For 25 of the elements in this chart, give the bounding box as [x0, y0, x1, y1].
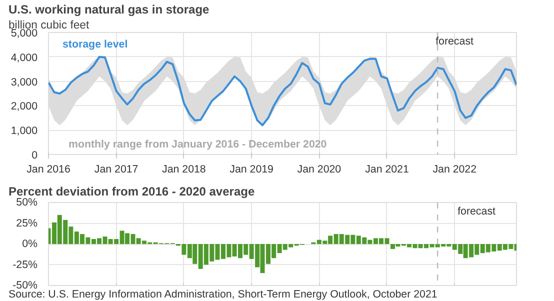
y-tick-label: 3,000 [10, 76, 38, 88]
x-tick-label: Jan 2018 [162, 164, 206, 176]
series-label: storage level [62, 38, 128, 50]
y-tick-label: -50% [12, 280, 38, 292]
y-tick-label: 0 [32, 150, 38, 162]
y-tick-label: 4,000 [10, 52, 38, 64]
y-tick-label: 5,000 [10, 28, 38, 40]
x-tick-label: Jan 2020 [297, 164, 342, 176]
y-tick-label: -25% [12, 258, 38, 271]
x-tick-label: Jan 2016 [26, 164, 70, 176]
chart-title: Percent deviation from 2016 - 2020 average [8, 184, 255, 198]
y-tick-label: 0% [22, 238, 38, 250]
y-tick-label: 2,000 [10, 100, 38, 113]
ref-line-label: forecast [436, 36, 474, 48]
source-note: Source: U.S. Energy Information Administration, Short-Term Energy Outlook, October 2021 [8, 288, 438, 300]
x-tick-label: Jan 2022 [432, 164, 477, 176]
y-tick-label: 25% [16, 217, 38, 230]
x-tick-label: Jan 2017 [94, 164, 138, 176]
chart-title: U.S. working natural gas in storage [8, 2, 210, 16]
y-tick-label: 50% [16, 196, 38, 208]
x-tick-label: Jan 2021 [365, 164, 409, 176]
x-tick-label: Jan 2019 [230, 164, 274, 176]
y-tick-label: 1,000 [10, 125, 38, 138]
ref-line-label: forecast [458, 206, 496, 218]
annotation: monthly range from January 2016 - December 2020 [68, 138, 327, 150]
